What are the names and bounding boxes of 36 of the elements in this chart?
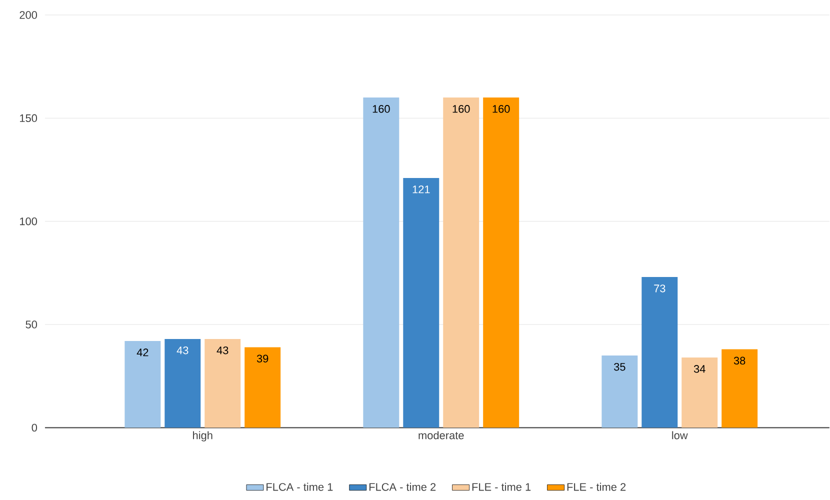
legend-label: FLE - time 1 (472, 483, 531, 492)
bar (403, 178, 440, 428)
bar (682, 358, 718, 428)
bar (164, 339, 201, 428)
data-label: 160 (372, 105, 390, 113)
bar (722, 349, 758, 428)
data-label: 38 (734, 356, 746, 365)
bar (244, 347, 281, 428)
legend-label: FLE - time 2 (567, 483, 626, 492)
data-label: 34 (694, 365, 706, 373)
legend-label: FLCA - time 2 (369, 483, 436, 492)
bar (204, 339, 241, 428)
bar (642, 277, 678, 428)
bar (443, 98, 480, 428)
x-tick-label: high (193, 431, 212, 442)
data-label: 43 (216, 346, 228, 354)
bar (483, 98, 520, 428)
data-label: 42 (136, 348, 148, 356)
data-label: 121 (412, 186, 430, 194)
data-label: 73 (654, 284, 666, 292)
y-tick-label: 0 (32, 424, 38, 432)
data-label: 35 (614, 363, 626, 371)
data-label: 43 (176, 346, 188, 354)
x-tick-label: low (672, 431, 688, 440)
data-label: 39 (256, 354, 268, 363)
bar (363, 98, 400, 428)
data-label: 160 (492, 105, 510, 113)
y-tick-label: 200 (20, 11, 38, 20)
x-tick-label: moderate (418, 431, 464, 440)
legend-label: FLCA - time 1 (266, 483, 333, 492)
bar (124, 341, 161, 428)
y-tick-label: 150 (20, 114, 38, 122)
data-label: 160 (452, 105, 470, 113)
y-tick-label: 100 (20, 218, 38, 226)
y-tick-label: 50 (26, 320, 38, 329)
bar (602, 356, 638, 428)
